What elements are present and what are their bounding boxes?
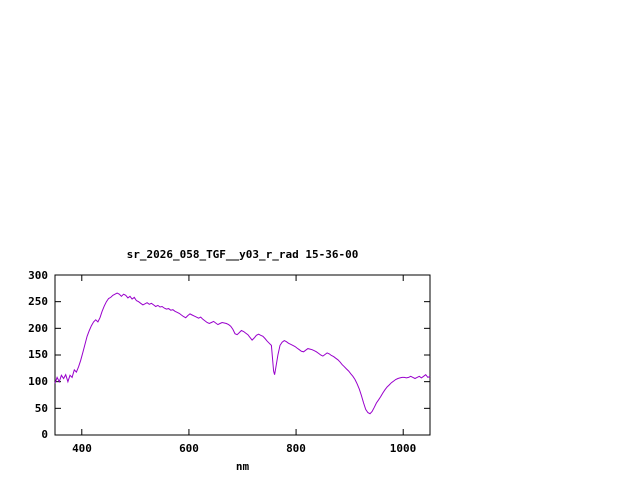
plot-border <box>54 274 431 436</box>
axis-tick-marks <box>55 274 430 436</box>
x-tick-label-1000: 1000 <box>389 442 417 455</box>
x-tick-label-400: 400 <box>72 442 92 455</box>
x-tick-label-600: 600 <box>179 442 199 455</box>
x-axis-label: nm <box>235 460 250 473</box>
y-tick-label-100: 100 <box>28 375 48 388</box>
data-series-line <box>54 292 431 415</box>
y-tick-label-300: 300 <box>28 269 48 282</box>
y-tick-label-50: 50 <box>34 402 48 415</box>
y-tick-label-0: 0 <box>41 428 48 441</box>
chart-title: sr_2026_058_TGF__y03_r_rad 15-36-00 <box>126 248 359 261</box>
y-tick-label-150: 150 <box>28 348 48 361</box>
y-tick-label-250: 250 <box>28 295 48 308</box>
x-tick-label-800: 800 <box>286 442 306 455</box>
y-tick-label-200: 200 <box>28 322 48 335</box>
